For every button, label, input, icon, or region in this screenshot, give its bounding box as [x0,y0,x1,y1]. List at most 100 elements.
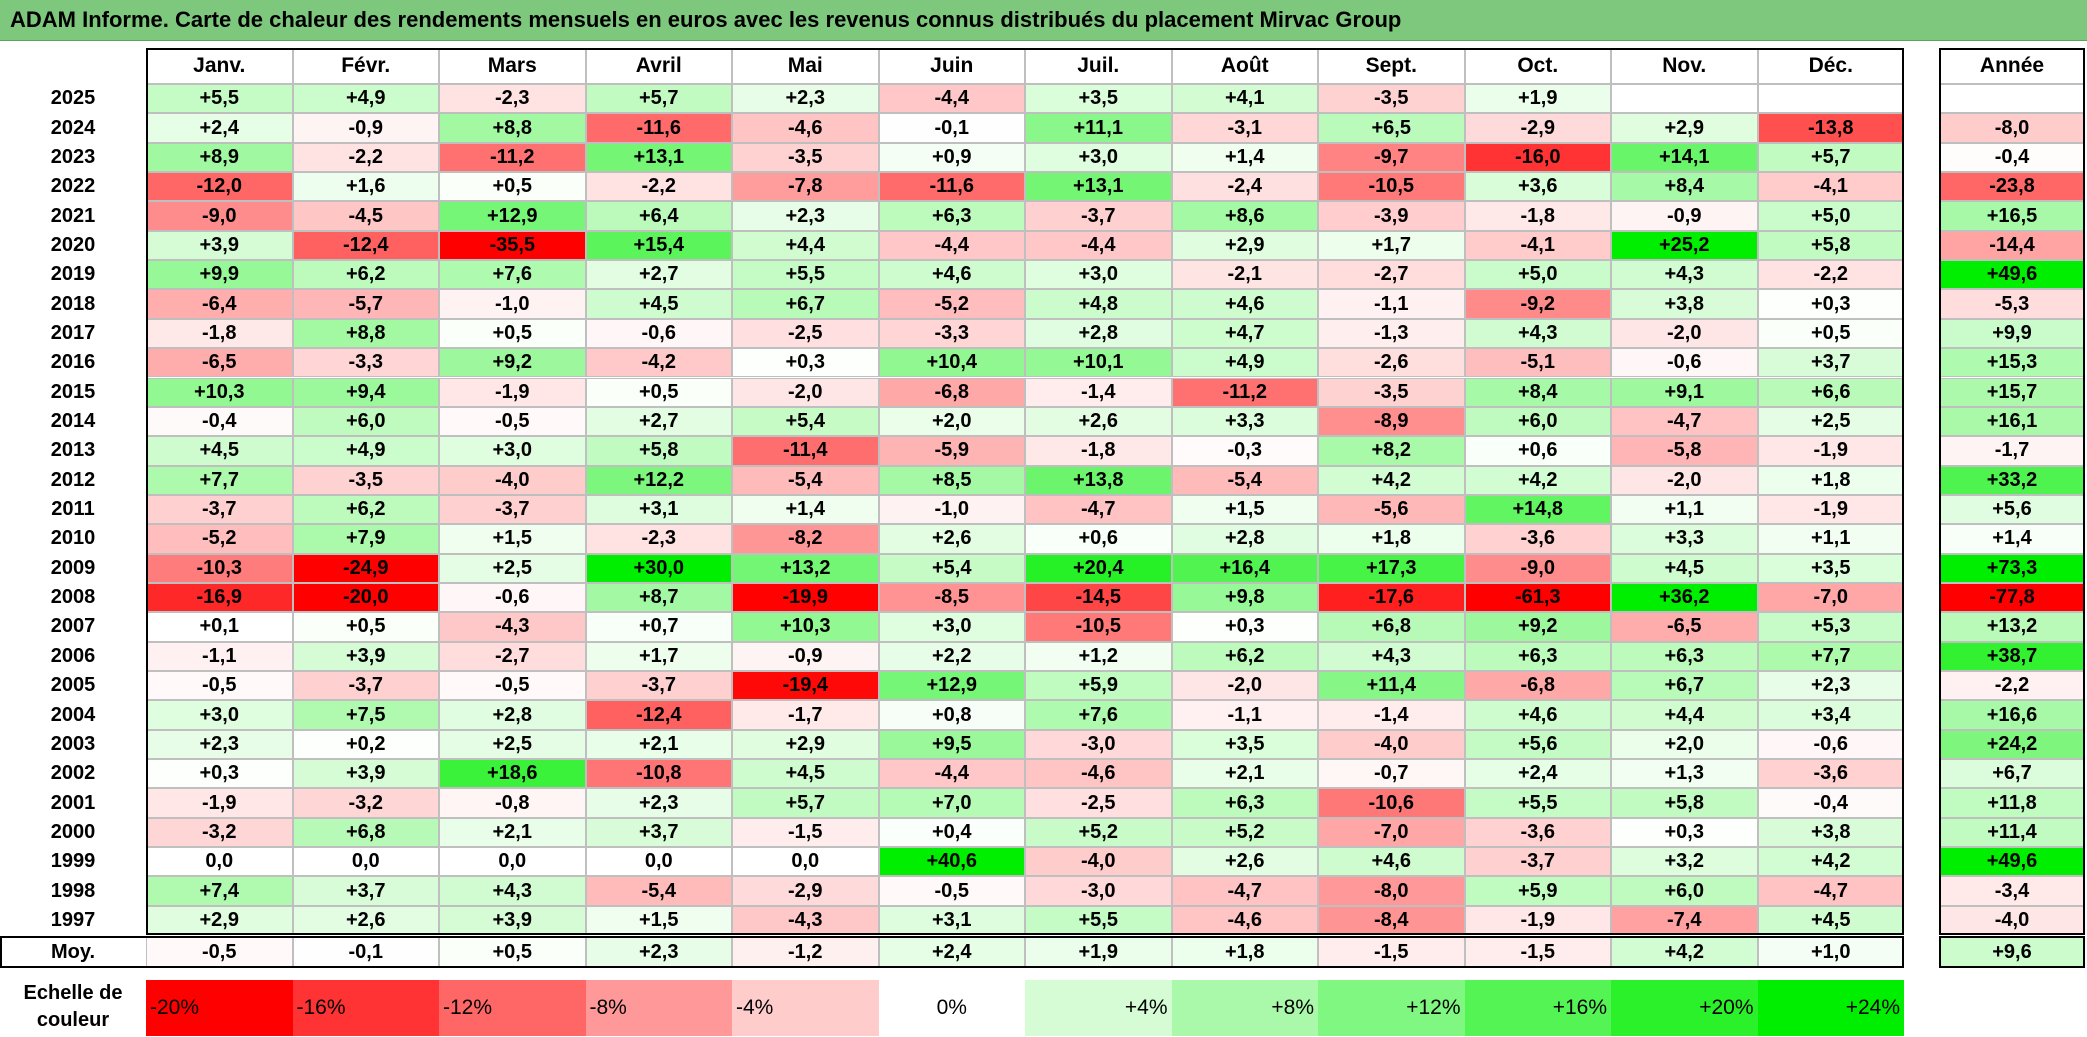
row-year-label: 2018 [50,292,96,315]
heatmap-cell: -3,7 [146,494,293,525]
heatmap-cell: +4,3 [1318,641,1465,671]
annual-cell: -23,8 [1939,172,2085,202]
column-header: Août [1171,48,1318,84]
heatmap-cell: -3,2 [146,817,293,848]
heatmap-cell: +1,8 [1757,465,1904,495]
heatmap-cell: -1,9 [1757,494,1904,525]
heatmap-cell: +0,3 [1611,817,1758,848]
heatmap-cell: +9,4 [292,377,439,407]
row-year-label: 1998 [50,879,96,902]
color-scale-swatch: -12% [439,980,586,1036]
heatmap-cell [1757,84,1904,114]
heatmap-cell: -7,0 [1318,817,1465,848]
heatmap-cell: -5,4 [585,876,732,906]
heatmap-cell: -3,5 [732,142,879,173]
heatmap-cell: -1,4 [1318,700,1465,730]
heatmap-cell: -3,5 [1318,377,1465,407]
heatmap-cell: -4,1 [1464,230,1611,261]
heatmap-cell: -11,6 [878,172,1025,202]
heatmap-cell: +2,1 [439,817,586,848]
heatmap-cell: +9,1 [1611,377,1758,407]
heatmap-cell: -4,4 [1025,230,1172,261]
heatmap-cell: +5,2 [1025,817,1172,848]
heatmap-cell: +7,6 [1025,700,1172,730]
heatmap-cell: -6,5 [1611,612,1758,642]
heatmap-cell: +2,8 [1171,524,1318,554]
row-year-label: 2016 [50,351,96,374]
heatmap-cell: -3,9 [1318,201,1465,231]
heatmap-cell: +4,5 [1757,905,1904,936]
annual-cell: -0,4 [1939,142,2085,173]
heatmap-cell: -8,2 [732,524,879,554]
heatmap-cell: +4,6 [1318,847,1465,877]
heatmap-cell: -3,7 [292,671,439,701]
annual-cell: -2,2 [1939,671,2085,701]
heatmap-cell: -7,4 [1611,905,1758,936]
heatmap-cell: +5,0 [1464,260,1611,290]
heatmap-cell: -2,6 [1318,348,1465,378]
average-cell: +0,5 [439,936,586,968]
heatmap-cell: +4,9 [292,84,439,114]
row-year-label: 1997 [50,908,96,931]
heatmap-cell: -4,7 [1171,876,1318,906]
heatmap-cell: +1,7 [585,641,732,671]
heatmap-cell: +40,6 [878,847,1025,877]
heatmap-cell: +4,5 [146,436,293,466]
heatmap-cell: -19,9 [732,582,879,613]
heatmap-cell: 0,0 [439,847,586,877]
heatmap-cell: +2,1 [585,729,732,760]
heatmap-cell: +1,5 [1171,494,1318,525]
row-year-label: 2021 [50,204,96,227]
heatmap-cell: +0,3 [1757,289,1904,319]
average-cell: -1,5 [1318,936,1465,968]
heatmap-cell: +2,2 [878,641,1025,671]
color-scale-swatch: +12% [1318,980,1465,1036]
heatmap-cell: +2,9 [1611,113,1758,143]
heatmap-cell: +7,0 [878,788,1025,818]
chart-title: ADAM Informe. Carte de chaleur des rende… [10,7,1402,32]
heatmap-cell: +3,0 [1025,142,1172,173]
column-header: Mai [732,48,879,84]
annual-cell: +33,2 [1939,465,2085,495]
column-header: Juin [878,48,1025,84]
heatmap-cell: +5,9 [1464,876,1611,906]
row-year-label: 2006 [50,644,96,667]
row-year-label: 2010 [50,527,96,550]
heatmap-cell: +12,2 [585,465,732,495]
heatmap-cell: -10,8 [585,759,732,789]
heatmap-cell: -1,5 [732,817,879,848]
heatmap-cell: -5,4 [1171,465,1318,495]
heatmap-cell: -9,0 [1464,553,1611,583]
heatmap-cell: +18,6 [439,759,586,789]
heatmap-cell: -3,5 [1318,84,1465,114]
row-year-label: 2005 [50,674,96,697]
heatmap-cell: -20,0 [292,582,439,613]
heatmap-cell: +2,9 [1171,230,1318,261]
heatmap-cell: -4,7 [1025,494,1172,525]
heatmap-cell: +2,8 [439,700,586,730]
heatmap-cell: -4,5 [292,201,439,231]
heatmap-cell: -1,0 [878,494,1025,525]
color-scale-swatch: -16% [292,980,439,1036]
heatmap-cell: +12,9 [878,671,1025,701]
heatmap-cell: -6,5 [146,348,293,378]
heatmap-cell: -0,9 [732,641,879,671]
heatmap-cell: -4,4 [878,230,1025,261]
annual-cell: +16,6 [1939,700,2085,730]
heatmap-cell: +10,1 [1025,348,1172,378]
title-bar: ADAM Informe. Carte de chaleur des rende… [0,0,2087,41]
heatmap-cell: -5,2 [878,289,1025,319]
column-header: Avril [585,48,732,84]
average-cell: +1,8 [1171,936,1318,968]
heatmap-cell: +5,8 [1611,788,1758,818]
heatmap-cell: +3,8 [1611,289,1758,319]
heatmap-cell: -2,2 [292,142,439,173]
heatmap-cell: +0,5 [1757,318,1904,349]
heatmap-cell: -2,2 [585,172,732,202]
heatmap-cell: -2,7 [1318,260,1465,290]
heatmap-cell: +7,4 [146,876,293,906]
heatmap-cell: +13,8 [1025,465,1172,495]
color-scale-swatch: -8% [585,980,732,1036]
column-header: Sept. [1318,48,1465,84]
heatmap-cell: -0,6 [439,582,586,613]
